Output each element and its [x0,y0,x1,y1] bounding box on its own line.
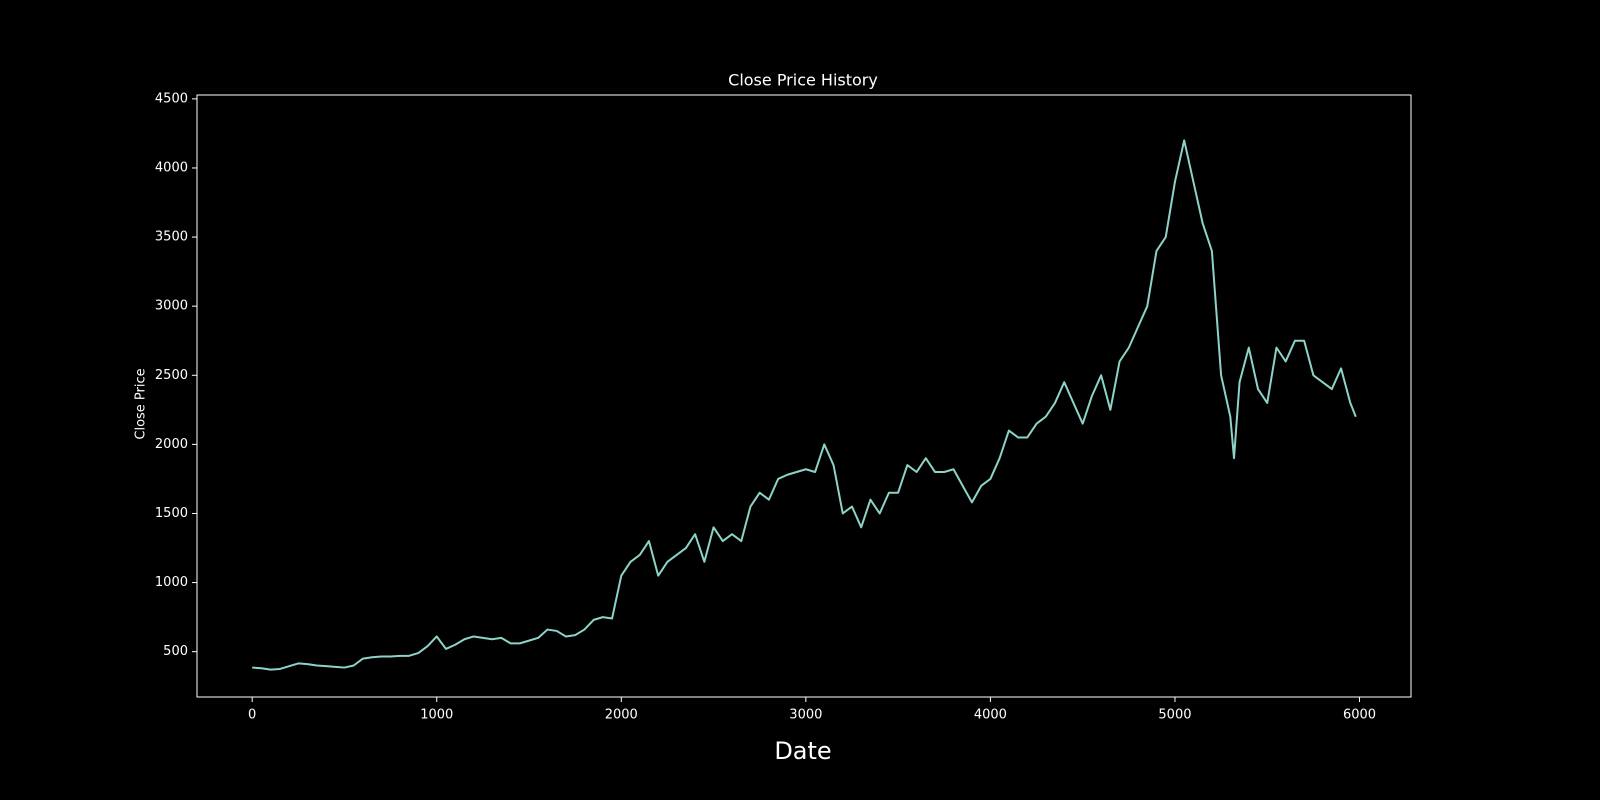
y-tick-label: 1000 [155,575,188,590]
plot-frame [196,94,1412,698]
x-axis-label: Date [774,737,831,765]
y-tick-label: 4000 [155,160,188,175]
y-tick-label: 3000 [155,299,188,314]
y-tick-label: 500 [163,644,188,659]
y-tick-label: 2000 [155,437,188,452]
x-tick-label: 6000 [1343,708,1376,723]
y-tick-label: 3500 [155,230,188,245]
y-tick-label: 1500 [155,506,188,521]
x-tick-label: 0 [248,708,256,723]
x-tick-label: 3000 [789,708,822,723]
y-tick-label: 2500 [155,368,188,383]
chart-title: Close Price History [728,71,878,90]
x-tick-label: 1000 [420,708,453,723]
x-tick-label: 5000 [1158,708,1191,723]
y-axis-label: Close Price [134,368,149,439]
y-tick-label: 4500 [155,91,188,106]
x-tick-label: 4000 [974,708,1007,723]
x-tick-label: 2000 [605,708,638,723]
price-line [252,139,1357,671]
